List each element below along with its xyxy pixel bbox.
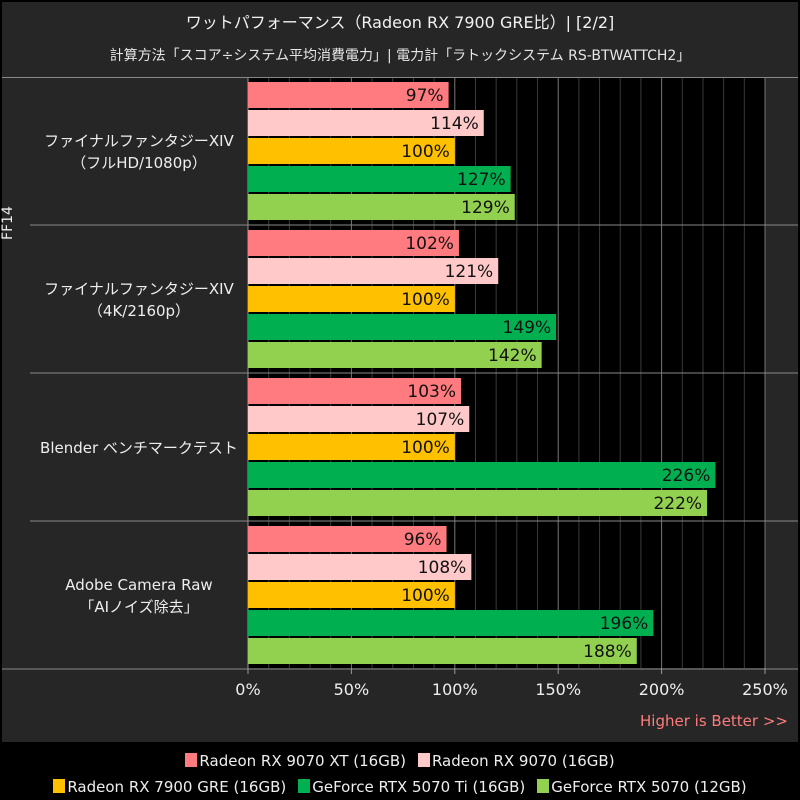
category-label-line: 「AIノイズ除去」 <box>79 598 199 616</box>
legend-label: Radeon RX 7900 GRE (16GB) <box>67 778 287 796</box>
bar <box>248 166 511 192</box>
legend-swatch <box>185 753 198 767</box>
legend-swatch <box>298 779 311 793</box>
legend-item: GeForce RTX 5070 Ti (16GB) <box>298 774 525 800</box>
frame-line <box>2 77 798 78</box>
chart-title: ワットパフォーマンス（Radeon RX 7900 GRE比）| [2/2] <box>185 13 615 32</box>
chart-subtitle: 計算方法「スコア÷システム平均消費電力」| 電力計「ラトックシステム RS-BT… <box>109 48 691 64</box>
bar-value-label: 127% <box>457 170 506 190</box>
category-label-line: ファイナルファンタジーXIV <box>44 132 234 150</box>
bar <box>248 638 637 664</box>
bar <box>248 194 515 220</box>
bar-chart: 97% 114% 100% 127% 129% 102% 121% 100% 149% 142% 1… <box>2 78 798 699</box>
bar <box>248 434 455 460</box>
legend-item: Radeon RX 9070 (16GB) <box>417 748 615 774</box>
legend-item: Radeon RX 7900 GRE (16GB) <box>53 774 286 800</box>
bar <box>248 230 459 256</box>
x-tick-label: 50% <box>334 680 370 699</box>
x-tick-label: 100% <box>432 680 478 699</box>
bar-value-label: 226% <box>662 466 711 486</box>
category-label-line: Adobe Camera Raw <box>65 576 213 594</box>
legend-swatch <box>537 779 550 793</box>
legend-swatch <box>417 753 430 767</box>
bar <box>248 138 455 164</box>
bar-value-label: 222% <box>653 494 702 514</box>
category-label: ファイナルファンタジーXIV （フルHD/1080p） <box>30 130 248 174</box>
x-tick-label: 0% <box>235 680 260 699</box>
x-tick-label: 250% <box>742 680 788 699</box>
bar-value-label: 108% <box>418 558 467 578</box>
bar-value-label: 97% <box>406 86 444 106</box>
bar <box>248 406 470 432</box>
x-tick-label: 200% <box>639 680 685 699</box>
bar <box>248 582 455 608</box>
legend: Radeon RX 9070 XT (16GB) Radeon RX 9070 (… <box>0 748 800 800</box>
bar <box>248 110 484 136</box>
bar-value-label: 142% <box>488 346 537 366</box>
category-label: Blender ベンチマークテスト <box>30 437 248 459</box>
legend-item: Radeon RX 9070 XT (16GB) <box>185 748 406 774</box>
bar <box>248 378 462 404</box>
bar <box>248 526 447 552</box>
category-label-line: Blender ベンチマークテスト <box>40 439 238 457</box>
legend-label: GeForce RTX 5070 Ti (16GB) <box>312 778 526 796</box>
bar <box>248 258 499 284</box>
bar <box>248 610 654 636</box>
side-label: FF14 <box>0 206 16 240</box>
category-label: Adobe Camera Raw 「AIノイズ除去」 <box>30 574 248 618</box>
bar <box>248 554 472 580</box>
bar-value-label: 96% <box>404 530 442 550</box>
x-tick-label: 150% <box>535 680 581 699</box>
bar-value-label: 188% <box>583 642 632 662</box>
bar-value-label: 100% <box>401 142 450 162</box>
bar <box>248 342 542 368</box>
bar-value-label: 100% <box>401 290 450 310</box>
category-label-line: （4K/2160p） <box>87 302 191 320</box>
bar <box>248 462 716 488</box>
bar-value-label: 121% <box>445 262 494 282</box>
bar-value-label: 107% <box>416 410 465 430</box>
bar <box>248 490 708 516</box>
legend-label: Radeon RX 9070 XT (16GB) <box>199 752 406 770</box>
legend-swatch <box>53 779 66 793</box>
category-label-line: ファイナルファンタジーXIV <box>44 280 234 298</box>
bar-value-label: 114% <box>430 114 479 134</box>
legend-label: GeForce RTX 5070 (12GB) <box>551 778 747 796</box>
bar <box>248 286 455 312</box>
bar-value-label: 100% <box>401 586 450 606</box>
higher-is-better-note: Higher is Better >> <box>640 712 788 730</box>
bar <box>248 82 449 108</box>
bar-value-label: 149% <box>503 318 552 338</box>
legend-item: GeForce RTX 5070 (12GB) <box>537 774 747 800</box>
bar-value-label: 196% <box>600 614 649 634</box>
category-label: ファイナルファンタジーXIV （4K/2160p） <box>30 278 248 322</box>
bar-value-label: 103% <box>407 382 456 402</box>
category-label-line: （フルHD/1080p） <box>71 154 207 172</box>
bar <box>248 314 557 340</box>
bar-value-label: 129% <box>461 198 510 218</box>
legend-label: Radeon RX 9070 (16GB) <box>431 752 615 770</box>
bar-value-label: 102% <box>405 234 454 254</box>
bar-value-label: 100% <box>401 438 450 458</box>
